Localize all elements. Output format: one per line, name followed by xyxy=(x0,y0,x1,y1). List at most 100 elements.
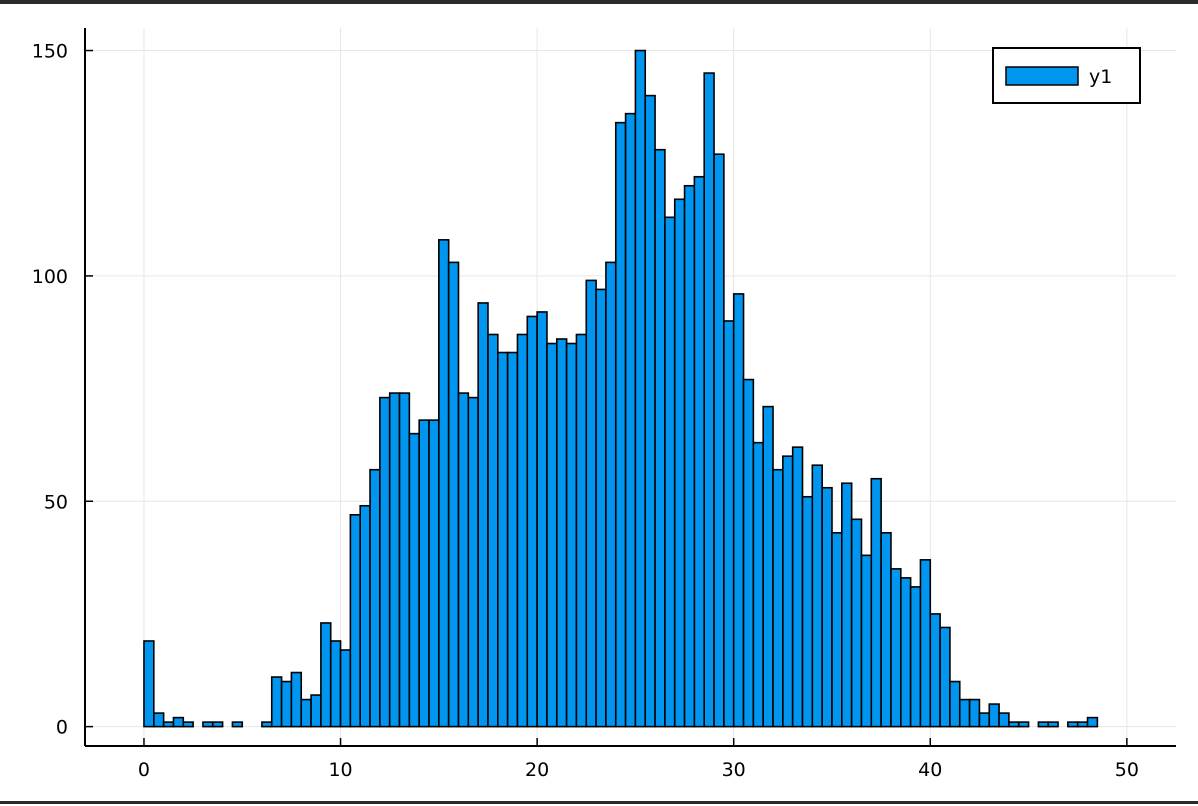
histogram-bar xyxy=(555,338,568,728)
histogram-bar xyxy=(261,721,273,728)
window-top-border xyxy=(0,0,1198,4)
histogram-bar xyxy=(870,477,882,728)
histogram-bar xyxy=(388,392,401,728)
histogram-bar xyxy=(683,184,696,728)
histogram-bar xyxy=(379,396,391,728)
x-axis-ticks: 0 10 20 30 40 50 xyxy=(138,738,1139,781)
histogram-bar xyxy=(723,320,735,728)
histogram-bar xyxy=(742,378,755,728)
x-tick-label: 50 xyxy=(1115,759,1139,781)
histogram-bar xyxy=(624,112,637,728)
histogram-bar xyxy=(398,392,411,728)
histogram-bar xyxy=(978,712,991,728)
window-bottom-border xyxy=(0,801,1198,804)
histogram-bar xyxy=(428,419,440,728)
histogram-bar xyxy=(1086,716,1099,728)
histogram-bar xyxy=(359,504,371,728)
histogram-bar xyxy=(270,676,283,728)
histogram-bar xyxy=(182,721,194,728)
histogram-bar xyxy=(772,468,784,728)
histogram-bar xyxy=(939,626,951,728)
histogram-bar xyxy=(143,640,155,728)
histogram-bar xyxy=(732,293,745,728)
histogram-bar xyxy=(320,622,332,728)
histogram-bar xyxy=(369,468,381,728)
histogram-bar xyxy=(280,680,293,728)
histogram-bar xyxy=(958,698,971,728)
histogram-bar xyxy=(880,532,892,728)
histogram-bar xyxy=(850,518,863,728)
histogram-bar xyxy=(526,315,538,728)
histogram-bar xyxy=(890,568,902,728)
histogram-bar xyxy=(329,640,342,728)
axes xyxy=(84,28,1176,747)
histogram-bar xyxy=(339,649,352,728)
histogram-bar xyxy=(1067,721,1079,728)
histogram-bar xyxy=(467,396,479,728)
histogram-bar xyxy=(654,148,666,728)
legend-label: y1 xyxy=(1089,66,1112,88)
histogram-bar xyxy=(693,175,706,728)
histogram-bar xyxy=(300,698,312,728)
histogram-bar xyxy=(231,721,244,728)
histogram-bar xyxy=(349,513,362,728)
y-tick-label: 100 xyxy=(32,266,68,288)
histogram-bar xyxy=(447,261,460,728)
histogram-bar xyxy=(408,432,420,728)
histogram-bar xyxy=(595,288,607,728)
histogram-bar xyxy=(762,405,774,728)
histogram-bar xyxy=(614,121,627,728)
histogram-bar xyxy=(290,671,303,728)
histogram-bar xyxy=(418,419,430,728)
histogram-bar xyxy=(605,261,617,728)
histogram-bar xyxy=(703,72,715,728)
histogram-bar xyxy=(457,392,470,728)
histogram-bar xyxy=(516,333,529,728)
histogram-bar xyxy=(831,532,843,728)
histogram-bar xyxy=(821,486,833,728)
histogram-bars xyxy=(143,49,1099,728)
histogram-bar xyxy=(565,342,578,728)
histogram-bar xyxy=(968,698,981,728)
histogram-bar xyxy=(988,703,1000,728)
histogram-bar xyxy=(899,577,912,728)
y-tick-label: 150 xyxy=(32,41,68,63)
histogram-bar xyxy=(673,198,686,728)
histogram-bar xyxy=(202,721,214,728)
histogram-bar xyxy=(919,559,932,728)
y-tick-label: 0 xyxy=(56,717,68,739)
histogram-bar xyxy=(497,351,509,728)
histogram-bar xyxy=(782,455,794,728)
histogram-bar xyxy=(811,464,823,728)
histogram-bar xyxy=(949,680,961,728)
histogram-bar xyxy=(310,694,322,728)
histogram-bar xyxy=(860,554,873,728)
histogram-bar xyxy=(487,333,499,728)
histogram-bar xyxy=(575,333,588,728)
x-tick-label: 10 xyxy=(328,759,352,781)
histogram-bar xyxy=(664,216,676,728)
histogram-bar xyxy=(1047,721,1059,728)
histogram-bar xyxy=(1076,721,1089,728)
histogram-bar xyxy=(211,721,224,728)
histogram-bar xyxy=(546,342,558,728)
histogram-bar xyxy=(536,311,548,728)
y-axis-ticks: 0 50 100 150 xyxy=(32,41,93,739)
histogram-bar xyxy=(1037,721,1050,728)
histogram-bar xyxy=(162,721,175,728)
y-tick-label: 50 xyxy=(44,491,68,513)
histogram-bar xyxy=(172,716,185,728)
histogram-bar xyxy=(998,712,1010,728)
x-tick-label: 20 xyxy=(525,759,549,781)
histogram-bar xyxy=(1008,721,1020,728)
histogram-bar xyxy=(477,302,489,728)
histogram-bar xyxy=(909,586,922,728)
histogram-bar xyxy=(644,94,656,728)
legend-swatch xyxy=(1005,66,1079,86)
histogram-bar xyxy=(1017,721,1030,728)
histogram-bar xyxy=(841,482,853,728)
histogram-bar xyxy=(752,441,764,728)
histogram-bar xyxy=(634,49,647,728)
histogram-bar xyxy=(791,446,804,728)
